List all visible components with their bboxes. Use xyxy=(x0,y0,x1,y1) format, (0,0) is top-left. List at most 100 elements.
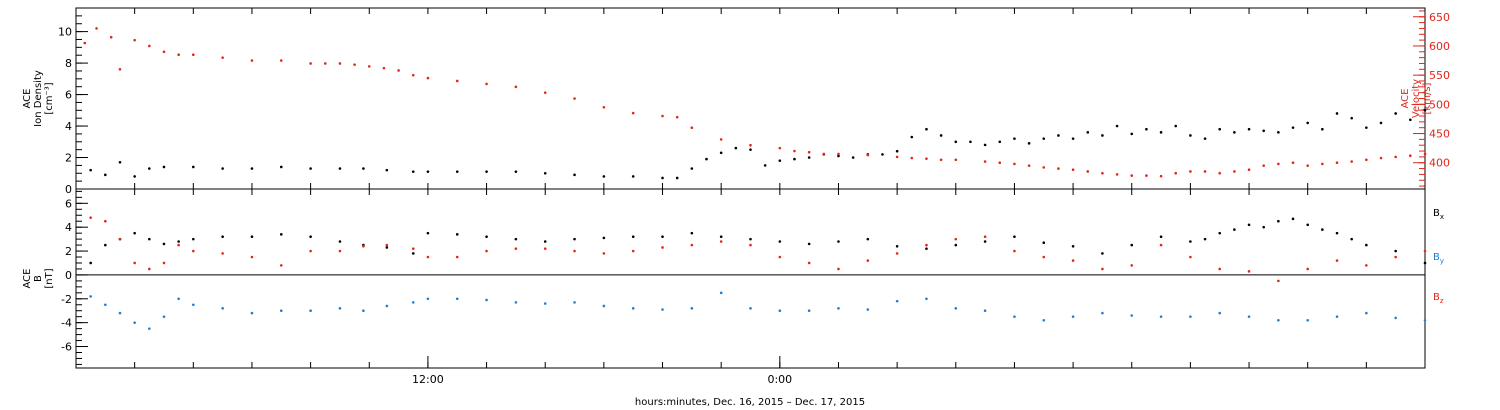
data-point xyxy=(1130,314,1134,317)
data-point xyxy=(661,246,664,249)
bottom-frame xyxy=(75,188,1426,369)
data-point xyxy=(778,240,782,243)
data-point xyxy=(148,327,151,330)
data-point xyxy=(1071,315,1075,318)
data-point xyxy=(661,308,664,311)
data-point xyxy=(1394,112,1397,115)
data-point xyxy=(573,97,576,100)
data-point xyxy=(954,158,958,162)
data-point xyxy=(309,309,312,313)
data-point xyxy=(807,309,811,313)
data-point xyxy=(514,85,518,89)
data-point xyxy=(382,66,386,70)
data-point xyxy=(1159,235,1163,239)
right-tick-label: 400 xyxy=(1429,157,1450,170)
data-point xyxy=(177,53,180,57)
data-point xyxy=(807,150,811,154)
data-point xyxy=(983,235,987,239)
series-by xyxy=(89,291,1427,330)
data-point xyxy=(1306,121,1309,125)
data-point xyxy=(690,307,694,310)
data-point xyxy=(133,321,136,324)
data-point xyxy=(1335,112,1339,115)
data-point xyxy=(250,311,254,315)
data-point xyxy=(543,302,547,305)
data-point xyxy=(925,297,928,301)
data-point xyxy=(177,297,180,301)
data-point xyxy=(1306,164,1309,167)
data-point xyxy=(279,264,283,267)
data-point xyxy=(778,159,782,162)
data-point xyxy=(192,237,195,241)
data-point xyxy=(543,240,547,243)
data-point xyxy=(192,165,195,169)
data-point xyxy=(385,168,389,172)
left-tick-label: 8 xyxy=(65,57,72,70)
data-point xyxy=(485,170,488,173)
data-point xyxy=(133,231,136,235)
data-point xyxy=(162,242,166,246)
data-point xyxy=(925,157,928,160)
data-point xyxy=(602,236,606,240)
left-tick-label: 0 xyxy=(65,183,72,196)
data-point xyxy=(954,237,958,241)
data-point xyxy=(162,165,166,169)
series-left xyxy=(89,109,1427,180)
data-point xyxy=(192,249,195,253)
data-point xyxy=(1306,267,1309,271)
data-point xyxy=(807,156,811,159)
data-point xyxy=(485,249,488,253)
data-point xyxy=(1423,152,1427,156)
data-point xyxy=(690,231,694,235)
data-point xyxy=(104,303,107,307)
data-point xyxy=(426,231,430,235)
data-point xyxy=(763,164,767,167)
bottom-panel: -6 -4 -2 0 2 4 6 ACE B [nT] 12:00 0:00 Bx By Bz xyxy=(22,188,1444,386)
data-point xyxy=(1365,158,1368,162)
data-point xyxy=(749,307,752,310)
data-point xyxy=(939,158,943,162)
data-point xyxy=(998,140,1002,144)
left-tick-label: -6 xyxy=(61,341,72,354)
data-point xyxy=(1233,228,1236,231)
data-point xyxy=(1071,168,1075,172)
data-point xyxy=(573,237,576,241)
data-point xyxy=(514,237,518,241)
right-tick-label: 600 xyxy=(1429,40,1450,53)
data-point xyxy=(866,153,870,157)
data-point xyxy=(1174,171,1178,175)
data-point xyxy=(1218,311,1222,315)
data-point xyxy=(455,79,459,83)
data-point xyxy=(385,243,389,247)
data-point xyxy=(338,240,342,243)
x-tick-label: 0:00 xyxy=(767,373,792,386)
left-axis-label-line: ACE xyxy=(22,89,33,109)
legend-entry: Bz xyxy=(1433,292,1444,305)
data-point xyxy=(148,167,151,170)
data-point xyxy=(1394,155,1397,159)
data-point xyxy=(1057,134,1060,137)
data-point xyxy=(385,304,389,308)
data-point xyxy=(1189,134,1192,137)
data-point xyxy=(1218,171,1222,175)
data-point xyxy=(675,176,679,180)
data-point xyxy=(367,65,371,68)
data-point xyxy=(837,307,840,310)
data-point xyxy=(104,219,107,223)
data-point xyxy=(939,134,943,137)
data-point xyxy=(1291,161,1295,165)
data-point xyxy=(455,233,459,236)
data-point xyxy=(411,301,415,304)
data-point xyxy=(221,56,224,59)
data-point xyxy=(543,171,547,175)
data-point xyxy=(1130,132,1134,136)
data-point xyxy=(1130,243,1134,247)
data-point xyxy=(1233,131,1236,134)
x-tick-label: 12:00 xyxy=(412,373,444,386)
data-point xyxy=(1277,279,1280,283)
data-point xyxy=(925,243,928,247)
data-point xyxy=(749,237,752,241)
data-point xyxy=(1042,241,1046,244)
data-point xyxy=(221,252,224,255)
